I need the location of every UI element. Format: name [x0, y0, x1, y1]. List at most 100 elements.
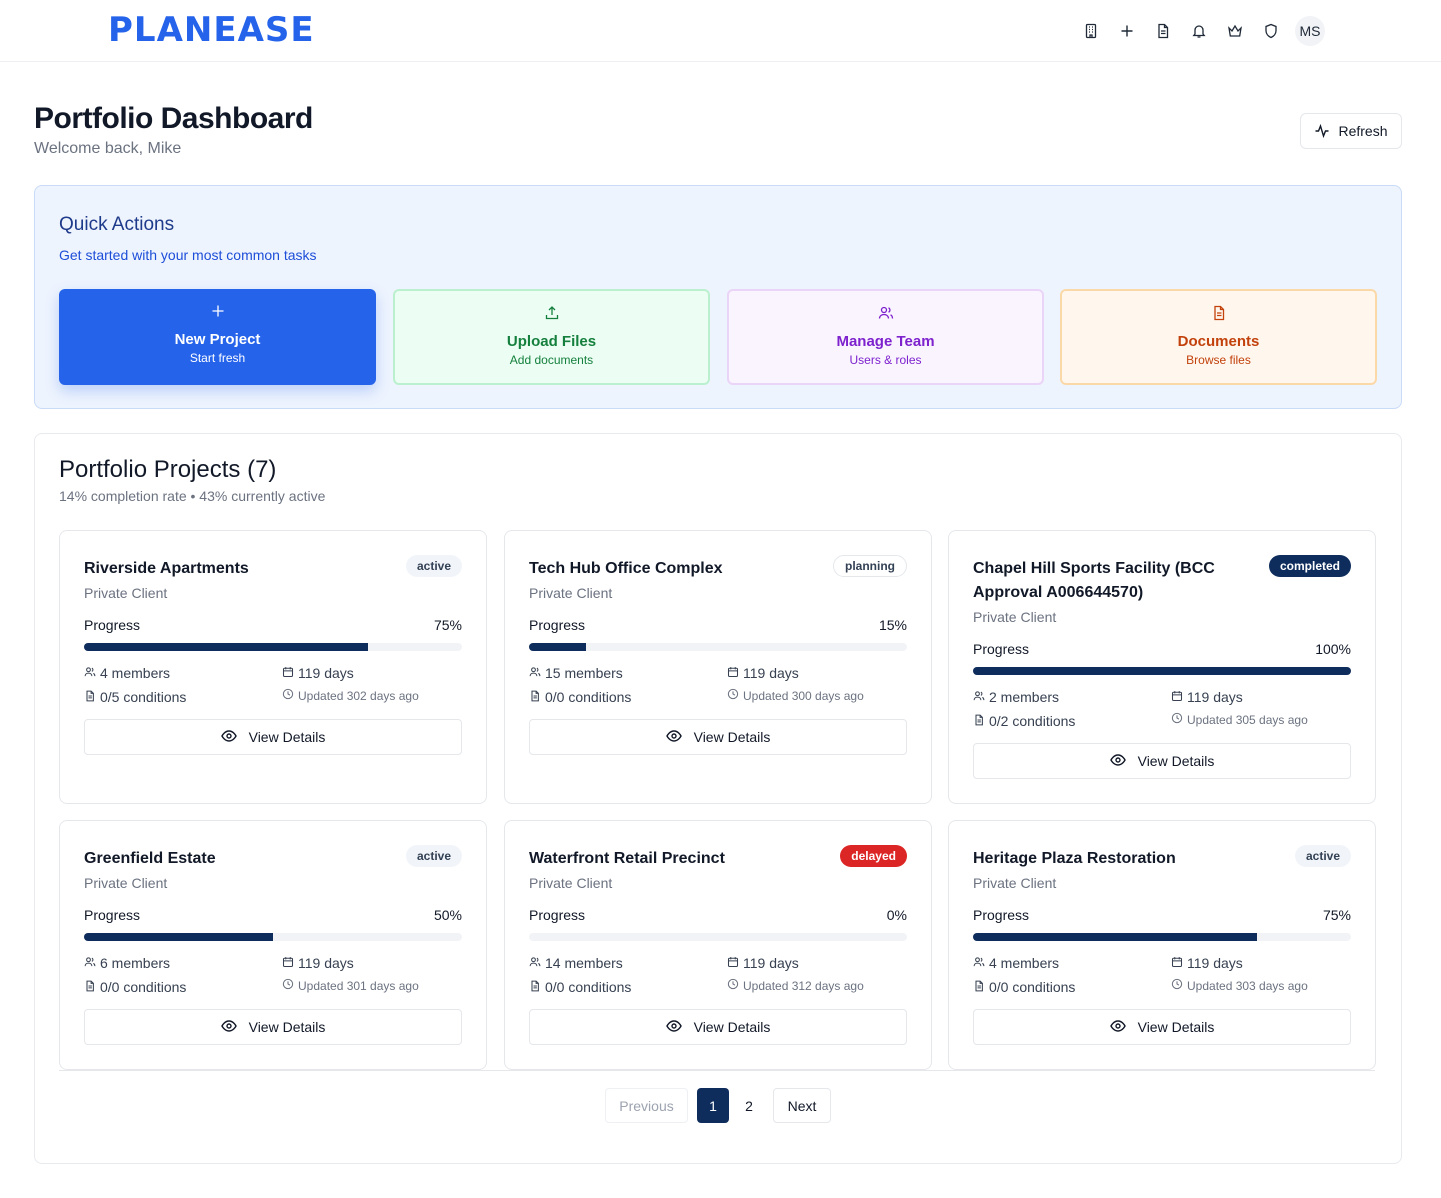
- last-updated: Updated 300 days ago: [727, 688, 864, 703]
- document-icon: [973, 713, 985, 729]
- users-icon: [84, 665, 96, 681]
- last-updated: Updated 301 days ago: [282, 978, 419, 993]
- members-text: 4 members: [989, 955, 1060, 971]
- projects-title: Portfolio Projects (7): [59, 456, 277, 483]
- view-details-button[interactable]: View Details: [529, 1009, 907, 1045]
- duration: 119 days: [1171, 689, 1243, 705]
- progress-fill: [84, 643, 368, 651]
- view-details-label: View Details: [693, 729, 771, 745]
- document-icon: [84, 689, 96, 705]
- calendar-icon: [1171, 955, 1183, 971]
- days-text: 119 days: [1187, 689, 1243, 705]
- progress-bar: [84, 933, 462, 941]
- progress-label: Progress: [973, 907, 1030, 923]
- project-name: Chapel Hill Sports Facility (BCC Approva…: [973, 560, 1215, 601]
- calendar-icon: [727, 955, 739, 971]
- days-text: 119 days: [298, 955, 354, 971]
- clock-icon: [1171, 978, 1183, 993]
- page-2-button[interactable]: 2: [745, 1097, 753, 1114]
- progress-value: 75%: [1322, 907, 1351, 923]
- document-icon: [84, 979, 96, 995]
- qa-desc: Start fresh: [189, 351, 246, 365]
- progress-value: 0%: [886, 907, 907, 923]
- clock-icon: [282, 978, 294, 993]
- client-name: Private Client: [84, 585, 168, 601]
- conditions-text: 0/0 conditions: [989, 979, 1076, 995]
- refresh-button[interactable]: Refresh: [1300, 113, 1402, 149]
- avatar[interactable]: MS: [1295, 16, 1325, 46]
- project-card: Greenfield Estate active Private Client Pro…: [59, 820, 487, 1070]
- qa-label: Documents: [1177, 333, 1260, 350]
- previous-page-button[interactable]: Previous: [605, 1088, 688, 1123]
- progress-value: 100%: [1315, 641, 1351, 657]
- documents-button[interactable]: Documents Browse files: [1060, 289, 1377, 385]
- eye-icon: [1109, 752, 1126, 771]
- quick-actions-panel: Quick Actions Get started with your most…: [34, 185, 1402, 409]
- updated-text: Updated 305 days ago: [1187, 712, 1308, 727]
- conditions-text: 0/0 conditions: [545, 689, 632, 705]
- qa-label: Upload Files: [506, 333, 597, 350]
- calendar-icon: [727, 665, 739, 681]
- updated-text: Updated 300 days ago: [743, 688, 864, 703]
- view-details-button[interactable]: View Details: [529, 719, 907, 755]
- members-count: 14 members: [529, 955, 623, 971]
- project-card: Riverside Apartments active Private Client…: [59, 530, 487, 804]
- progress-label: Progress: [529, 907, 586, 923]
- view-details-label: View Details: [1137, 1019, 1215, 1035]
- conditions-text: 0/0 conditions: [545, 979, 632, 995]
- duration: 119 days: [1171, 955, 1243, 971]
- view-details-button[interactable]: View Details: [84, 719, 462, 755]
- bell-icon[interactable]: [1187, 19, 1211, 43]
- view-details-button[interactable]: View Details: [973, 1009, 1351, 1045]
- qa-desc: Browse files: [1186, 353, 1251, 367]
- clock-icon: [282, 688, 294, 703]
- calendar-icon: [1171, 689, 1183, 705]
- conditions-count: 0/0 conditions: [973, 979, 1075, 995]
- status-badge: completed: [1268, 555, 1351, 577]
- logo[interactable]: PLANEASE: [108, 10, 315, 50]
- manage-team-button[interactable]: Manage Team Users & roles: [727, 289, 1044, 385]
- document-icon: [529, 979, 541, 995]
- client-name: Private Client: [529, 875, 613, 891]
- calendar-icon: [282, 955, 294, 971]
- plus-icon[interactable]: [1115, 19, 1139, 43]
- clock-icon: [727, 978, 739, 993]
- progress-value: 15%: [878, 617, 907, 633]
- members-text: 6 members: [100, 955, 171, 971]
- client-name: Private Client: [529, 585, 613, 601]
- days-text: 119 days: [743, 665, 799, 681]
- eye-icon: [220, 728, 237, 747]
- upload-files-button[interactable]: Upload Files Add documents: [393, 289, 710, 385]
- project-name: Waterfront Retail Precinct: [529, 850, 725, 867]
- progress-label: Progress: [529, 617, 586, 633]
- updated-text: Updated 303 days ago: [1187, 978, 1308, 993]
- page-1-button[interactable]: 1: [697, 1088, 729, 1123]
- conditions-text: 0/2 conditions: [989, 713, 1076, 729]
- duration: 119 days: [727, 955, 799, 971]
- shield-icon[interactable]: [1259, 19, 1283, 43]
- conditions-count: 0/0 conditions: [529, 979, 631, 995]
- document-icon[interactable]: [1151, 19, 1175, 43]
- view-details-button[interactable]: View Details: [973, 743, 1351, 779]
- refresh-label: Refresh: [1338, 123, 1388, 139]
- progress-label: Progress: [84, 907, 141, 923]
- members-count: 2 members: [973, 689, 1059, 705]
- next-page-button[interactable]: Next: [773, 1088, 831, 1123]
- eye-icon: [220, 1018, 237, 1037]
- progress-fill: [529, 643, 586, 651]
- view-details-button[interactable]: View Details: [84, 1009, 462, 1045]
- calendar-icon: [282, 665, 294, 681]
- building-icon[interactable]: [1079, 19, 1103, 43]
- welcome-text: Welcome back, Mike: [34, 140, 182, 157]
- members-text: 14 members: [545, 955, 623, 971]
- progress-fill: [973, 667, 1351, 675]
- qa-label: Manage Team: [836, 333, 935, 350]
- plus-icon: [212, 305, 223, 317]
- project-name: Greenfield Estate: [84, 850, 216, 867]
- eye-icon: [665, 1018, 682, 1037]
- top-bar: PLANEASE MS: [0, 0, 1441, 62]
- project-name: Heritage Plaza Restoration: [973, 850, 1176, 867]
- crown-icon[interactable]: [1223, 19, 1247, 43]
- progress-fill: [84, 933, 273, 941]
- new-project-button[interactable]: New Project Start fresh: [59, 289, 376, 385]
